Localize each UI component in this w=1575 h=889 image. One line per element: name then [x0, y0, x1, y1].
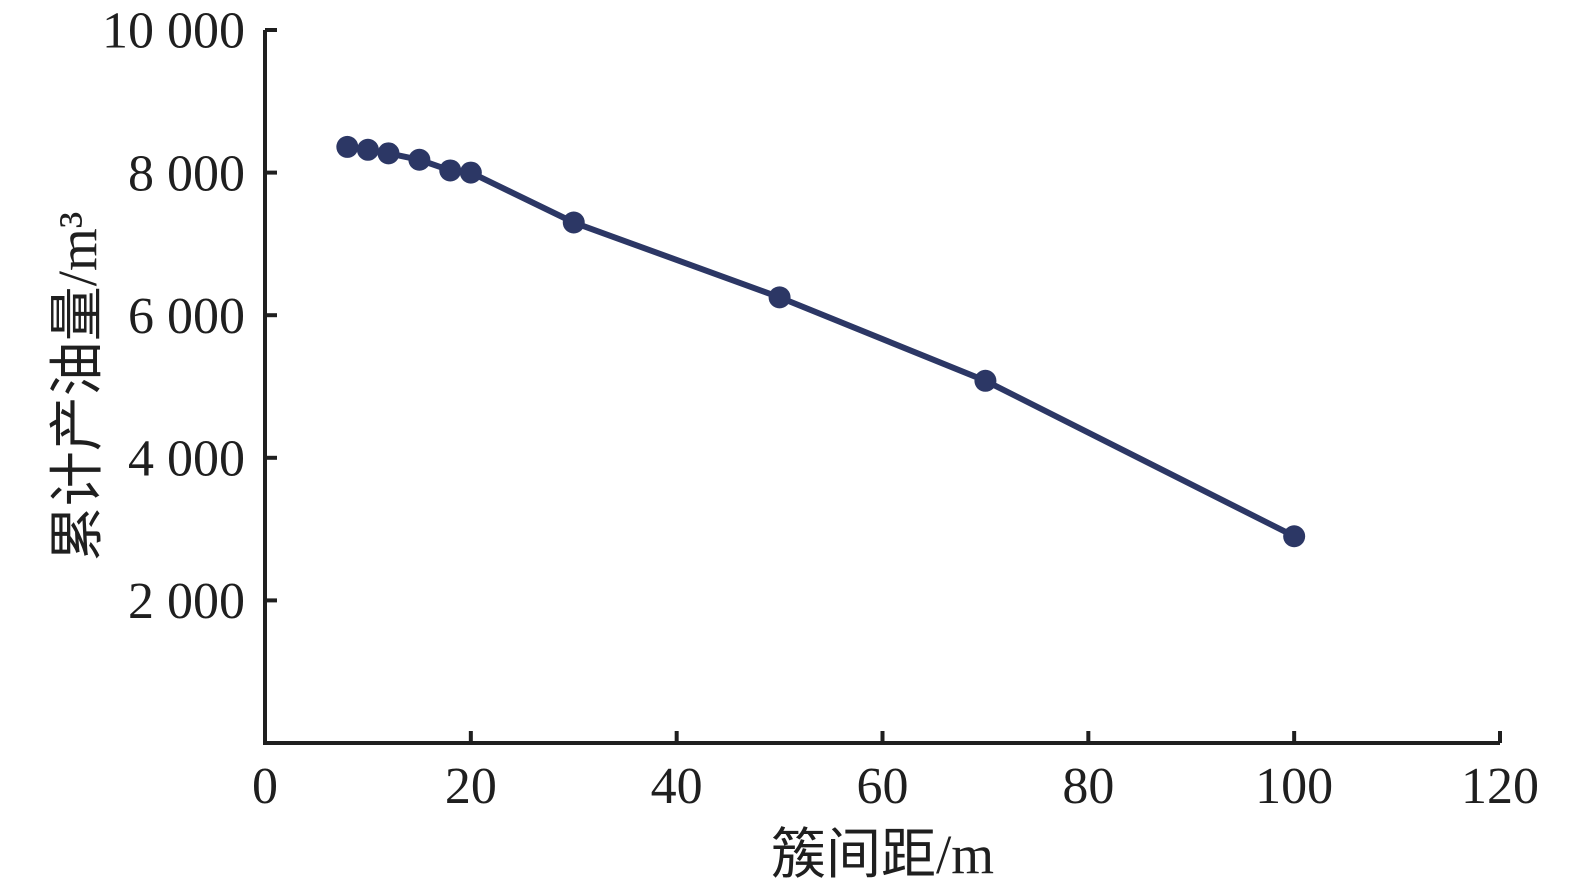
y-tick-label: 4 000 [128, 430, 245, 487]
data-point-marker [377, 142, 400, 165]
x-tick-label: 60 [857, 758, 909, 815]
series-line [344, 143, 1298, 540]
data-point-marker [1283, 525, 1306, 548]
data-point-marker [439, 159, 462, 182]
y-axis-title: 累计产油量/m³ [47, 212, 108, 562]
data-point-marker [974, 369, 997, 392]
data-point-marker [768, 286, 791, 309]
y-tick-label: 2 000 [128, 573, 245, 630]
x-tick-label: 40 [651, 758, 703, 815]
x-tick-label: 120 [1461, 758, 1539, 815]
y-tick-label: 8 000 [128, 145, 245, 202]
x-tick-label: 100 [1255, 758, 1333, 815]
axis-spines [263, 30, 1500, 745]
data-point-marker [336, 135, 359, 158]
data-point-marker [408, 148, 431, 171]
y-tick-label: 6 000 [128, 288, 245, 345]
x-tick-label: 0 [252, 758, 278, 815]
x-axis-title: 簇间距/m [771, 824, 994, 885]
y-tick-label: 10 000 [102, 3, 245, 60]
x-tick-label: 20 [445, 758, 497, 815]
data-point-marker [459, 161, 482, 184]
data-point-marker [562, 211, 585, 234]
x-tick-label: 80 [1062, 758, 1114, 815]
data-point-marker [356, 138, 379, 161]
